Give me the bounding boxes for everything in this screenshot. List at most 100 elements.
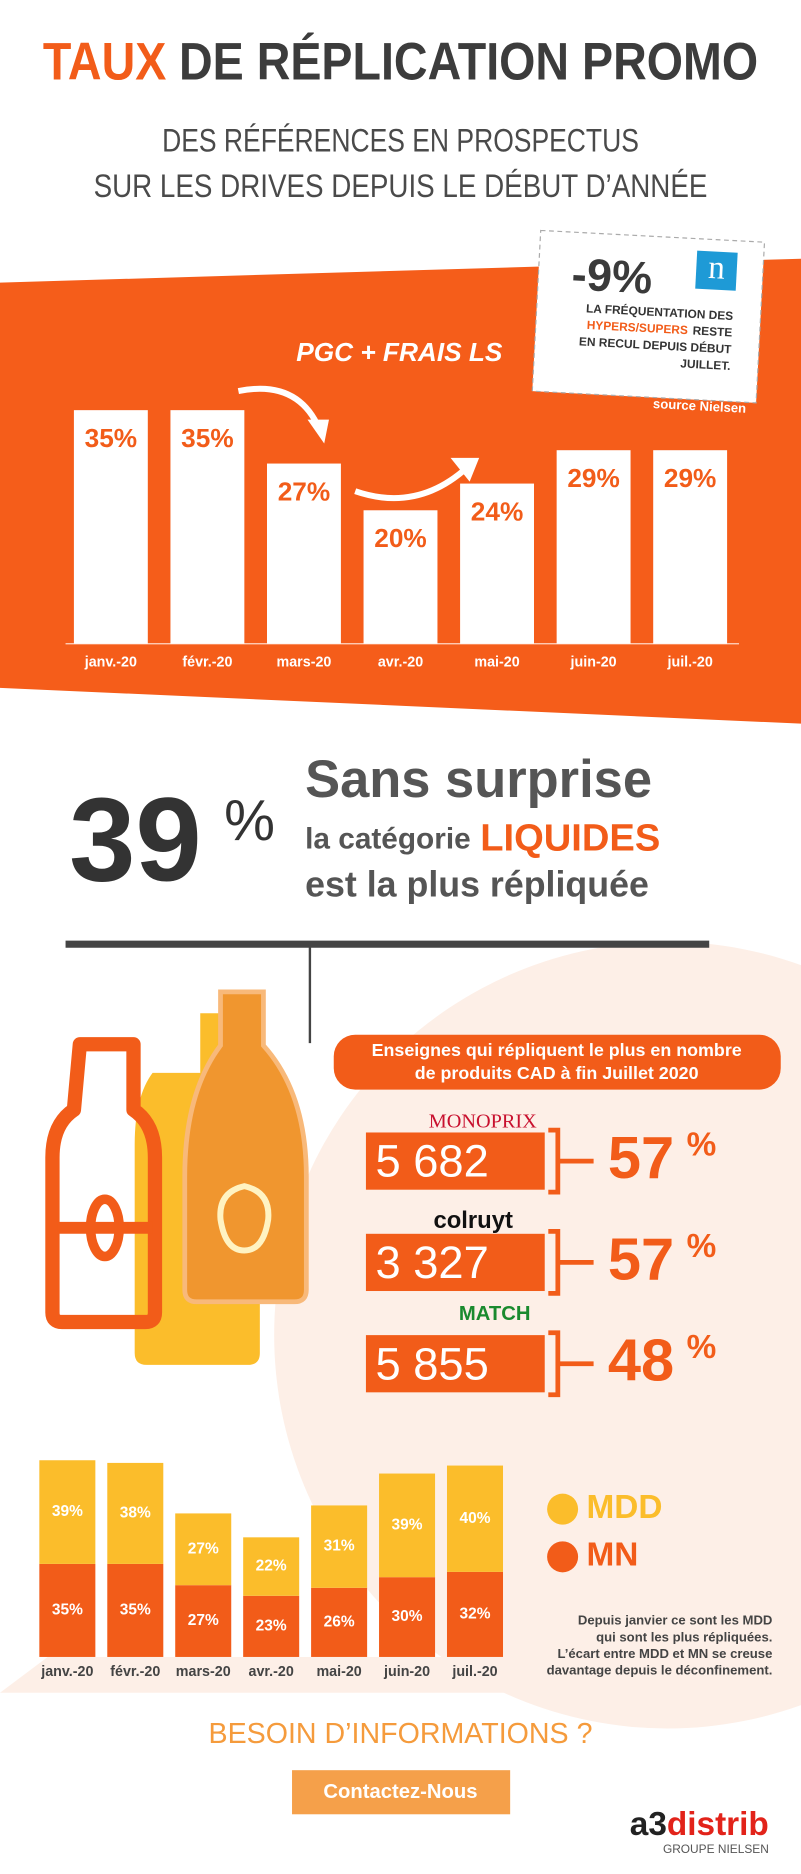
retailer-unit: % bbox=[687, 1228, 717, 1265]
bar-segment bbox=[175, 1585, 232, 1657]
bar-segment bbox=[446, 1571, 504, 1657]
bar bbox=[170, 410, 245, 644]
bar-segment bbox=[243, 1537, 300, 1596]
brand-a3: a3 bbox=[630, 1806, 667, 1843]
x-tick-label: mai-20 bbox=[316, 1664, 361, 1680]
retailer-unit: % bbox=[687, 1329, 717, 1366]
retailer-logo: MONOPRIX bbox=[429, 1111, 537, 1133]
x-tick-label: janv.-20 bbox=[84, 655, 137, 671]
card-text: RESTE bbox=[692, 324, 732, 340]
x-tick-label: mars-20 bbox=[277, 655, 332, 671]
x-tick-label: juil.-20 bbox=[666, 655, 712, 671]
segment-label: 27% bbox=[188, 1540, 219, 1557]
big-unit: % bbox=[224, 789, 275, 853]
brand: a3distrib bbox=[630, 1806, 769, 1843]
segment-label: 38% bbox=[120, 1505, 151, 1522]
highlight-text: la catégorie LIQUIDES bbox=[305, 817, 660, 860]
card-text: JUILLET. bbox=[680, 356, 731, 373]
label-icon bbox=[217, 1183, 272, 1254]
bar-segment bbox=[175, 1513, 232, 1586]
banner bbox=[333, 1034, 781, 1090]
logo-box bbox=[695, 250, 738, 291]
arrow bbox=[237, 385, 323, 431]
x-tick-label: févr.-20 bbox=[110, 1664, 160, 1680]
big-value: 39 bbox=[69, 773, 202, 906]
bracket bbox=[548, 1330, 594, 1398]
bar-segment bbox=[107, 1563, 164, 1657]
arrow bbox=[354, 465, 470, 502]
highlight-keyword: LIQUIDES bbox=[480, 817, 660, 860]
retailer-share: 57 bbox=[608, 1124, 674, 1191]
legend-marker bbox=[547, 1493, 579, 1525]
legend-label: MDD bbox=[586, 1489, 662, 1526]
bar bbox=[556, 450, 631, 644]
background-band bbox=[0, 1656, 801, 1693]
x-tick-label: juin-20 bbox=[383, 1664, 430, 1680]
bottle bbox=[45, 1037, 163, 1330]
highlight-text: la catégorie bbox=[305, 822, 471, 855]
stacked-chart: 35% 39% janv.-20 35% 38% févr.-20 27% 27% mars-2… bbox=[39, 1460, 772, 1680]
bar-segment bbox=[379, 1473, 436, 1578]
segment-label: 35% bbox=[120, 1602, 151, 1619]
retailer-count: 5 682 bbox=[375, 1136, 488, 1187]
bracket bbox=[548, 1127, 594, 1195]
bar-value-label: 35% bbox=[181, 423, 233, 453]
x-tick-label: avr.-20 bbox=[378, 655, 423, 671]
retailer-share: 48 bbox=[608, 1327, 674, 1394]
x-tick-label: mars-20 bbox=[176, 1664, 231, 1680]
contact-button-label[interactable]: Contactez-Nous bbox=[323, 1781, 477, 1803]
x-tick-label: juin-20 bbox=[570, 655, 617, 671]
bar-segment bbox=[243, 1595, 300, 1657]
bar-value-label: 29% bbox=[664, 463, 716, 493]
note: qui sont les plus répliquées. bbox=[596, 1629, 772, 1644]
note: Depuis janvier ce sont les MDD bbox=[578, 1613, 773, 1628]
nielsen-card: -9% n LA FRÉQUENTATION DES HYPERS/SUPERS… bbox=[531, 229, 766, 404]
subtitle: DES RÉFÉRENCES EN PROSPECTUS bbox=[162, 123, 639, 159]
bar bbox=[460, 483, 534, 644]
segment-label: 32% bbox=[459, 1606, 490, 1623]
contact-button[interactable] bbox=[292, 1770, 511, 1815]
bar-segment bbox=[311, 1505, 368, 1588]
segment-label: 31% bbox=[324, 1538, 355, 1555]
card-value: -9% bbox=[571, 248, 654, 303]
segment-label: 26% bbox=[324, 1613, 355, 1630]
subtitle: SUR LES DRIVES DEPUIS LE DÉBUT D’ANNÉE bbox=[94, 168, 708, 204]
brand-name: distrib bbox=[667, 1806, 769, 1843]
arrow-head bbox=[307, 419, 329, 444]
retailer-list: MONOPRIX 5 682 57 % colruyt 3 327 57 % MATCH 5 85… bbox=[365, 1111, 717, 1398]
card-highlight: HYPERS/SUPERS bbox=[586, 318, 688, 337]
bar-chart: 35% janv.-20 35% févr.-20 27% mars-20 20% avr.-… bbox=[73, 410, 728, 671]
logo: n bbox=[707, 249, 726, 287]
bar bbox=[653, 450, 728, 644]
banner-text: de produits CAD à fin Juillet 2020 bbox=[415, 1063, 699, 1083]
title-rest: DE RÉPLICATION PROMO bbox=[179, 34, 758, 92]
bar-value-label: 20% bbox=[374, 523, 426, 553]
count-box bbox=[365, 1233, 545, 1292]
bar-value-label: 35% bbox=[85, 423, 137, 453]
x-tick-label: juil.-20 bbox=[451, 1664, 497, 1680]
retailer-count: 5 855 bbox=[375, 1338, 488, 1389]
highlight-text: est la plus répliquée bbox=[305, 864, 649, 904]
chart-label: PGC + FRAIS LS bbox=[296, 337, 503, 367]
segment-label: 27% bbox=[188, 1612, 219, 1629]
bar-value-label: 24% bbox=[471, 496, 523, 526]
retailer-share: 57 bbox=[608, 1225, 674, 1292]
x-tick-label: mai-20 bbox=[474, 655, 519, 671]
retailer-count: 3 327 bbox=[375, 1237, 488, 1288]
bar-segment bbox=[446, 1465, 504, 1572]
segment-label: 40% bbox=[459, 1510, 490, 1527]
bar-segment bbox=[39, 1460, 96, 1564]
segment-label: 39% bbox=[52, 1503, 83, 1520]
note: davantage depuis le déconfinement. bbox=[547, 1663, 773, 1678]
bar-segment bbox=[39, 1563, 96, 1657]
retailer-logo: MATCH bbox=[459, 1303, 531, 1325]
title: TAUXDE RÉPLICATION PROMO bbox=[43, 34, 758, 92]
bar bbox=[363, 510, 438, 644]
bar-segment bbox=[311, 1587, 368, 1657]
bar-value-label: 27% bbox=[278, 476, 330, 506]
brand-group: GROUPE NIELSEN bbox=[663, 1842, 769, 1856]
x-tick-label: janv.-20 bbox=[40, 1664, 93, 1680]
arrow-head bbox=[450, 457, 480, 482]
highlight-title: Sans surprise bbox=[305, 751, 652, 809]
